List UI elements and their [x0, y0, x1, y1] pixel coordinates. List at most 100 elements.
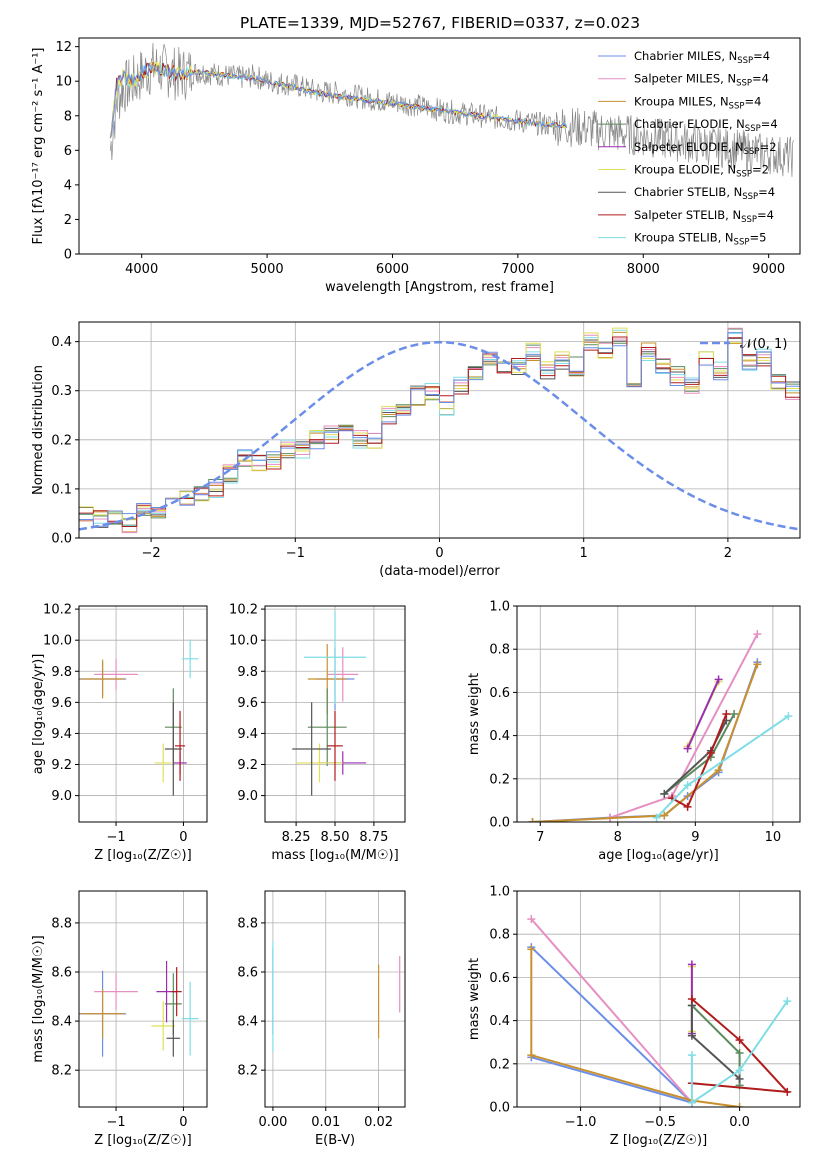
- y-tick-label: 0.2: [51, 433, 72, 448]
- y-tick-label: 9.0: [237, 789, 258, 804]
- y-tick-label: 0.2: [489, 772, 510, 787]
- axes-frame-mass-age: [264, 605, 406, 823]
- x-tick-label: 0.02: [364, 1115, 393, 1130]
- figure-title: PLATE=1339, MJD=52767, FIBERID=0337, z=0…: [240, 14, 640, 32]
- series-line: [655, 715, 789, 819]
- axes-age-weight: 7 8 9 10 0.0 0.2 0.4 0.6 0.8 1.0 age [log₁₀(age/yr…: [467, 600, 801, 863]
- plot-area-age-weight: [528, 630, 793, 822]
- x-tick-label: 7000: [501, 262, 534, 277]
- axes-frame-z-weight: [516, 890, 801, 1108]
- y-tick-label: 8.4: [237, 1015, 258, 1030]
- x-tick-label: 6000: [376, 262, 409, 277]
- axes-frame-age-weight: [516, 605, 801, 823]
- y-tick-label: 1.0: [489, 600, 510, 615]
- x-axis-label: mass [log₁₀(M/M☉)]: [271, 848, 398, 863]
- y-axis-label: mass [log₁₀(M/M☉)]: [31, 935, 46, 1062]
- x-tick-label: 0.01: [311, 1115, 340, 1130]
- axes-z-mass: −1 0 8.2 8.4 8.6 8.8 Z [log₁₀(Z/Z☉)] mass [log₁…: [31, 890, 208, 1148]
- y-tick-label: 4: [64, 178, 72, 193]
- series-line: [691, 998, 790, 1094]
- x-tick-label: −2: [142, 546, 161, 561]
- series-line: [686, 679, 720, 749]
- x-tick-label: 9000: [752, 262, 785, 277]
- histogram-series: [79, 327, 800, 538]
- x-tick-label: 8.75: [359, 830, 388, 845]
- y-tick-label: 8.8: [51, 916, 72, 931]
- x-axis-label: E(B-V): [315, 1133, 355, 1148]
- y-tick-label: 0.0: [489, 1101, 510, 1116]
- x-tick-label: 1: [580, 546, 588, 561]
- series-line: [532, 663, 759, 822]
- x-axis-label: (data-model)/error: [379, 564, 500, 579]
- histogram-series: [79, 337, 800, 538]
- series-line: [671, 713, 728, 809]
- legend-entry: Chabrier MILES, NSSP=4: [634, 49, 770, 66]
- legend-entry: Chabrier STELIB, NSSP=4: [634, 185, 775, 202]
- x-tick-label: 7: [536, 830, 544, 845]
- y-tick-label: 2: [64, 213, 72, 228]
- histogram-series: [79, 331, 800, 538]
- y-tick-label: 0.0: [489, 816, 510, 831]
- y-tick-label: 0.3: [51, 384, 72, 399]
- x-tick-label: 8: [614, 830, 622, 845]
- y-tick-label: 0.8: [489, 643, 510, 658]
- y-tick-label: 10.2: [43, 603, 72, 618]
- y-tick-label: 8.2: [237, 1064, 258, 1079]
- plot-area-z-age: [79, 639, 199, 796]
- plot-area-z-mass: [79, 960, 199, 1057]
- y-axis-label: Normed distribution: [31, 365, 46, 495]
- legend-entry: 𝒩(0, 1): [740, 337, 787, 352]
- x-axis-label: Z [log₁₀(Z/Z☉)]: [610, 1133, 707, 1148]
- y-tick-label: 9.2: [51, 758, 72, 773]
- y-tick-label: 0.6: [489, 971, 510, 986]
- x-tick-label: −1: [286, 546, 305, 561]
- axes-mass-age: 8.25 8.50 8.75 9.0 9.2 9.4 9.6 9.8 10.0 10.2 mass …: [229, 603, 406, 863]
- series-line: [690, 1005, 741, 1080]
- axes-spectrum: 4000 5000 6000 7000 8000 9000 0 2 4 6 8 10 12 wavelen…: [31, 37, 801, 295]
- legend-entry: Salpeter MILES, NSSP=4: [634, 72, 769, 89]
- y-axis-label: Flux [fλ10⁻¹⁷ erg cm⁻² s⁻¹ A⁻¹]: [31, 48, 46, 245]
- y-tick-label: 9.4: [237, 727, 258, 742]
- axes-frame-z-mass: [78, 890, 208, 1108]
- y-tick-label: 0: [64, 248, 72, 263]
- y-axis-label: mass weight: [467, 673, 482, 755]
- y-tick-label: 6: [64, 144, 72, 159]
- histogram-series: [79, 329, 800, 538]
- plot-area-z-weight: [527, 915, 792, 1107]
- series-line: [532, 661, 759, 822]
- plot-area-ebv-mass: [272, 941, 401, 1052]
- legend-entry: Chabrier ELODIE, NSSP=4: [634, 117, 778, 134]
- x-tick-label: 0: [179, 1115, 187, 1130]
- axes-frame-z-age: [78, 605, 208, 823]
- y-tick-label: 12: [55, 40, 72, 55]
- x-tick-label: 10: [765, 830, 782, 845]
- y-tick-label: 9.6: [237, 696, 258, 711]
- plot-area-residuals: [79, 327, 800, 538]
- y-tick-label: 8.6: [237, 966, 258, 981]
- data-spectrum-line: [109, 42, 794, 177]
- x-tick-label: −1: [106, 1115, 125, 1130]
- axes-frame-spectrum: [78, 37, 801, 255]
- axes-frame-ebv-mass: [264, 890, 406, 1108]
- y-tick-label: 10: [55, 75, 72, 90]
- x-axis-label: Z [log₁₀(Z/Z☉)]: [94, 1133, 191, 1148]
- x-tick-label: 4000: [125, 262, 158, 277]
- y-tick-label: 0.4: [51, 335, 72, 350]
- x-tick-label: 0: [435, 546, 443, 561]
- series-line: [530, 949, 740, 1107]
- model-spectrum-line: [110, 62, 568, 138]
- x-tick-label: −1: [106, 830, 125, 845]
- histogram-series: [79, 336, 800, 538]
- y-tick-label: 0.4: [489, 1014, 510, 1029]
- x-axis-label: wavelength [Angstrom, rest frame]: [325, 280, 554, 295]
- y-tick-label: 9.2: [237, 758, 258, 773]
- y-axis-label: mass weight: [467, 958, 482, 1040]
- legend-entry: Salpeter STELIB, NSSP=4: [634, 208, 774, 225]
- series-line: [530, 918, 693, 1104]
- x-tick-label: 0: [179, 830, 187, 845]
- x-tick-label: 8.25: [282, 830, 311, 845]
- axes-z-age: −1 0 9.0 9.2 9.4 9.6 9.8 10.0 10.2 Z [log₁₀(Z/Z☉)…: [31, 603, 208, 863]
- y-tick-label: 0.1: [51, 482, 72, 497]
- x-axis-label: age [log₁₀(age/yr)]: [598, 848, 719, 863]
